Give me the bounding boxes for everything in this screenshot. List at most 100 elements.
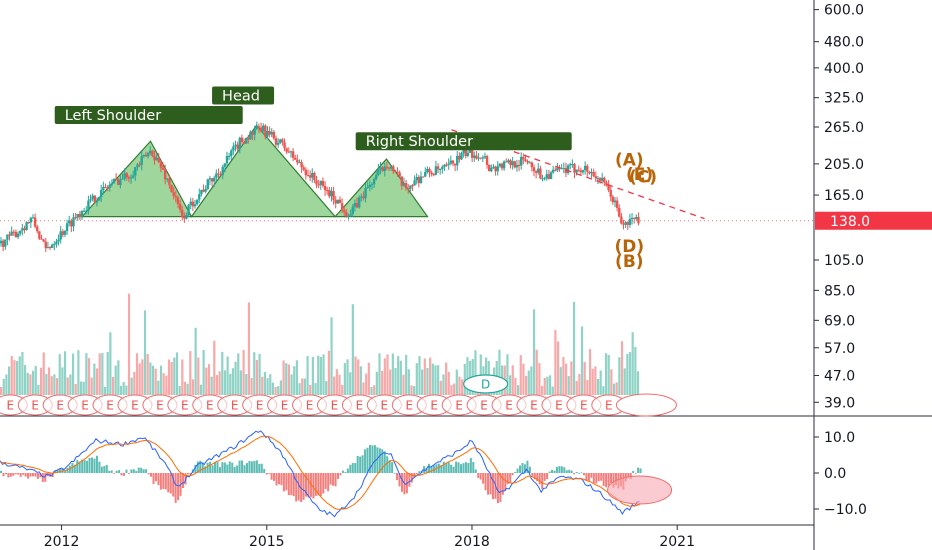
volume-bar <box>530 366 533 395</box>
earnings-marker-label: E <box>605 399 613 413</box>
volume-bar <box>373 385 376 395</box>
candle-body <box>264 125 267 137</box>
candle-body <box>291 151 295 158</box>
candle-body <box>626 222 629 225</box>
histogram-bar <box>145 469 148 473</box>
histogram-bar <box>231 462 234 473</box>
volume-bar <box>287 364 291 395</box>
volume-bar <box>330 317 333 395</box>
volume-bar <box>322 354 325 395</box>
histogram-bar <box>260 463 263 473</box>
histogram-bar <box>206 462 209 473</box>
price-tick-label: 85.0 <box>824 283 855 299</box>
candle-body <box>613 200 617 203</box>
volume-bar <box>194 327 197 395</box>
candle-body <box>485 156 489 165</box>
histogram-bar <box>366 447 369 473</box>
candle-body <box>355 203 359 208</box>
wave-labels: (A) (B) (C) (D) (E) <box>614 150 657 272</box>
histogram-bar <box>177 473 180 501</box>
volume-bar <box>604 353 608 395</box>
candle-body <box>266 131 269 137</box>
candle-body <box>500 163 504 169</box>
candle-body <box>566 165 570 174</box>
histogram-bar <box>295 473 298 502</box>
candle-body <box>502 161 506 169</box>
candle-body <box>244 138 248 144</box>
candle-body <box>25 222 28 230</box>
histogram-bar <box>68 465 71 473</box>
volume-bar <box>445 362 448 395</box>
candle-body <box>596 178 600 180</box>
histogram-bar <box>428 463 431 473</box>
histogram-bar <box>233 466 236 473</box>
histogram-bar <box>430 466 433 473</box>
candle-body <box>607 185 610 191</box>
volume-bar <box>66 377 69 395</box>
candle-body <box>311 172 314 178</box>
histogram-bar <box>201 462 204 473</box>
histogram-bar <box>324 473 327 489</box>
candle-body <box>242 142 246 144</box>
candle-body <box>221 166 224 176</box>
candle-body <box>142 154 146 157</box>
wave-label: (D) <box>614 237 644 257</box>
candle-body <box>600 177 604 181</box>
candle-body <box>289 151 293 153</box>
candle-body <box>547 174 551 180</box>
volume-bar <box>394 368 397 395</box>
volume-bar <box>461 379 464 395</box>
volume-bar <box>29 374 32 395</box>
volume-bar <box>167 359 171 395</box>
histogram-bar <box>277 473 280 485</box>
candle-body <box>161 167 165 170</box>
volume-bar <box>381 370 384 395</box>
histogram-bar <box>546 473 549 480</box>
volume-bar <box>141 359 144 395</box>
candle-body <box>577 169 580 171</box>
volume-bar <box>367 362 370 395</box>
candle-body <box>181 209 184 218</box>
candle-body <box>424 171 427 177</box>
volume-bar <box>26 372 29 395</box>
candle-body <box>611 196 615 203</box>
dividend-badge[interactable] <box>463 374 509 394</box>
candle-body <box>453 163 457 166</box>
candle-body <box>185 214 188 219</box>
volume-bar <box>271 382 275 395</box>
last-price-tag <box>815 211 932 230</box>
candle-body <box>238 137 241 150</box>
candle-body <box>140 156 143 165</box>
volume-bar <box>239 370 243 395</box>
volume-bar <box>450 384 453 395</box>
volume-bar <box>103 386 107 395</box>
volume-bar <box>223 370 227 395</box>
histogram-bar <box>209 461 212 473</box>
candle-body <box>157 157 160 163</box>
candle-body <box>10 231 13 236</box>
histogram-bar <box>464 462 467 473</box>
earnings-marker[interactable] <box>615 393 677 417</box>
price-tick-label: 480.0 <box>824 35 864 51</box>
volume-bar <box>250 377 253 395</box>
candle-body <box>328 190 331 197</box>
candle-body <box>605 182 608 186</box>
volume-bar <box>580 326 584 395</box>
candle-body <box>590 171 593 174</box>
volume-bar <box>15 361 19 395</box>
candle-body <box>112 178 116 184</box>
earnings-marker-label: E <box>455 399 463 413</box>
candle-body <box>509 160 512 166</box>
volume-bar <box>218 371 221 395</box>
histogram-bar <box>339 473 342 476</box>
histogram-bar <box>553 470 556 473</box>
candle-body <box>571 164 574 166</box>
histogram-bar <box>214 462 217 473</box>
earnings-marker-label: E <box>281 399 289 413</box>
price-tick-label: 265.0 <box>824 120 864 136</box>
candle-body <box>18 230 22 234</box>
candle-body <box>104 186 107 188</box>
